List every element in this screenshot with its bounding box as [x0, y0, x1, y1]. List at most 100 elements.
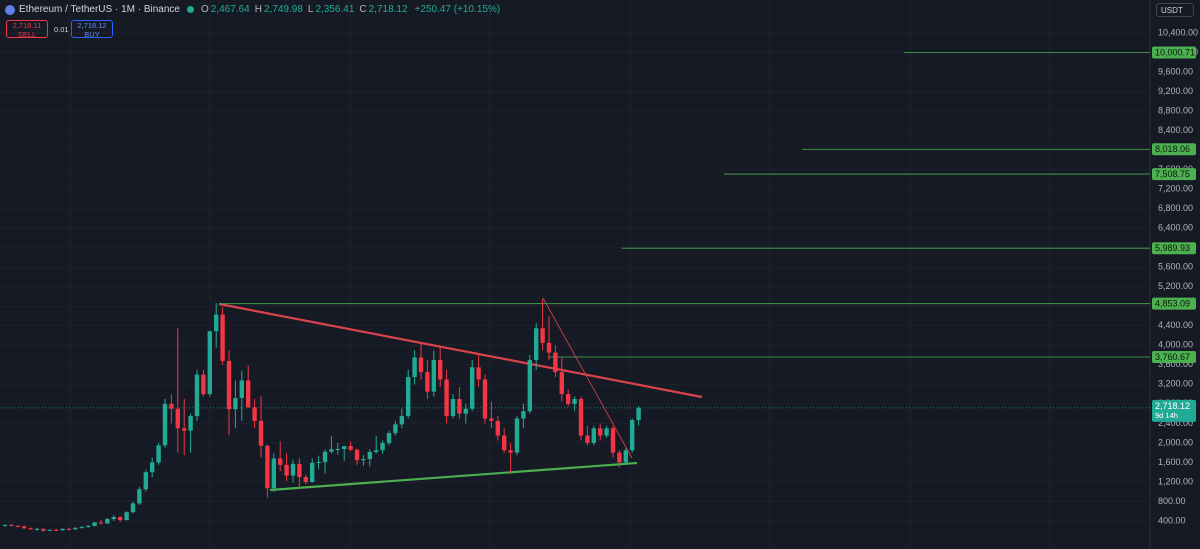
candle-body	[374, 450, 379, 452]
candle-body	[98, 522, 104, 524]
candle-body	[239, 380, 244, 399]
candle-body	[258, 420, 264, 446]
buy-button[interactable]: 2,718.12 BUY	[71, 20, 113, 38]
candle-body	[546, 342, 552, 353]
candle-body	[623, 450, 628, 463]
candle-body	[2, 524, 8, 526]
candle-body	[348, 446, 353, 450]
candle-body	[393, 424, 398, 434]
quantity[interactable]: 0.01	[54, 25, 69, 34]
candle-body	[636, 407, 641, 421]
candle-body	[207, 331, 212, 395]
candle-body	[28, 528, 33, 530]
y-tick-label: 10,400.00	[1158, 27, 1198, 37]
candle-body	[150, 462, 155, 473]
y-tick-label: 6,800.00	[1158, 203, 1193, 213]
candle-body	[438, 359, 443, 380]
candle-body	[463, 408, 468, 414]
candle-body	[534, 328, 539, 360]
candle-body	[399, 416, 404, 425]
candle-body	[252, 407, 257, 421]
candle-body	[521, 411, 526, 419]
candle-body	[86, 525, 91, 527]
ohlc-key: H	[254, 4, 262, 15]
candle-body	[566, 394, 571, 404]
market-status	[187, 6, 194, 13]
price-level-tag	[1152, 242, 1196, 255]
y-tick-label: 2,000.00	[1158, 437, 1193, 447]
candle-body	[508, 450, 513, 453]
change: +250.47 (+10.15%)	[414, 4, 501, 15]
candle-body	[457, 398, 462, 414]
buy-label: BUY	[84, 29, 100, 39]
candle-body	[412, 357, 417, 378]
y-tick-label: 7,200.00	[1158, 184, 1193, 194]
price-level-tag	[1152, 143, 1196, 156]
candle-body	[226, 360, 232, 410]
ohlc-key: O	[201, 4, 209, 15]
legend-bar: Ethereum / TetherUS · 1M · Binance O 2,46…	[5, 4, 503, 15]
candle-body	[47, 529, 52, 531]
last-price-tag	[1152, 399, 1196, 422]
symbol-title[interactable]: Ethereum / TetherUS · 1M · Binance	[19, 4, 180, 15]
candle-body	[15, 525, 20, 527]
candle-body	[297, 463, 302, 478]
candle-body	[284, 464, 289, 476]
candle-body	[630, 420, 635, 451]
candle-body	[354, 449, 360, 461]
ohlc-value: 2,467.64	[210, 4, 250, 15]
candle-body	[406, 377, 411, 417]
y-tick-label: 800.00	[1158, 496, 1186, 506]
price-level-tag	[1152, 168, 1196, 181]
candle-body	[386, 433, 392, 443]
candle-body	[130, 503, 136, 513]
candle-body	[271, 458, 276, 489]
candle-body	[310, 462, 315, 482]
candle-body	[418, 357, 424, 373]
y-tick-label: 9,600.00	[1158, 66, 1193, 76]
candle-body	[540, 328, 545, 343]
candle-body	[553, 352, 558, 373]
candle-body	[175, 408, 180, 429]
candle-body	[361, 459, 366, 461]
candle-body	[124, 512, 129, 521]
candle-body	[278, 458, 283, 465]
candle-body	[585, 435, 590, 443]
candle-body	[316, 461, 321, 463]
candle-body	[476, 367, 481, 380]
y-tick-label: 400.00	[1158, 515, 1186, 525]
y-tick-label: 1,200.00	[1158, 476, 1193, 486]
price-level-label: 10,000.71	[1155, 47, 1195, 57]
candle-body	[290, 463, 296, 476]
candle-body	[572, 398, 577, 404]
candle-body	[578, 398, 584, 436]
candle-body	[22, 526, 27, 529]
sell-button[interactable]: 2,718.11 SELL	[6, 20, 48, 38]
candle-body	[322, 451, 328, 462]
candle-body	[495, 420, 500, 436]
y-tick-label: 5,600.00	[1158, 262, 1193, 272]
candle-body	[591, 428, 596, 443]
ohlc-value: 2,718.12	[368, 4, 408, 15]
currency-selector[interactable]: USDT	[1156, 3, 1194, 17]
last-price-label: 2,718.12	[1155, 401, 1190, 411]
candle-body	[156, 445, 161, 463]
y-tick-label: 2,400.00	[1158, 418, 1193, 428]
candle-body	[188, 416, 193, 431]
candle-body	[41, 528, 46, 531]
y-tick-label: 5,200.00	[1158, 281, 1193, 291]
candle-body	[34, 528, 40, 530]
candle-body	[66, 528, 72, 530]
candle-body	[9, 524, 14, 526]
down-trendline	[542, 297, 633, 459]
candle-body	[265, 445, 270, 489]
y-tick-label: 4,000.00	[1158, 340, 1193, 350]
candle-body	[489, 418, 494, 421]
candle-body	[425, 372, 430, 392]
candle-body	[604, 428, 609, 436]
y-tick-label: 3,200.00	[1158, 379, 1193, 389]
ohlc-value: 2,356.41	[315, 4, 355, 15]
y-tick-label: 8,800.00	[1158, 105, 1193, 115]
candle-body	[610, 428, 616, 453]
